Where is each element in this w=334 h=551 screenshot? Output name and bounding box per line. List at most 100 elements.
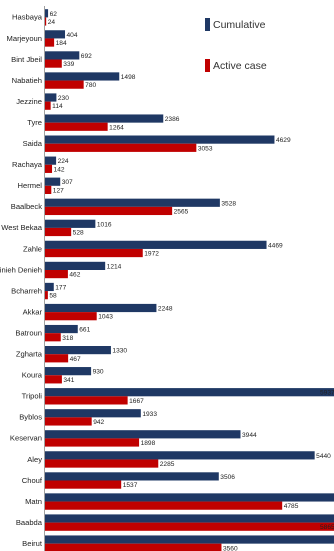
value-label-active-case-baalbeck: 2565 bbox=[174, 208, 189, 215]
bar-active-case-minieh-denieh bbox=[45, 270, 68, 279]
category-label-aley: Aley bbox=[27, 455, 42, 464]
bar-cumulative-hasbaya bbox=[45, 9, 49, 18]
bars-layer bbox=[45, 9, 334, 551]
value-label-active-case-saida: 3053 bbox=[198, 145, 213, 152]
value-label-active-case-beirut: 3560 bbox=[223, 545, 238, 551]
value-label-cumulative-baalbeck: 3528 bbox=[221, 200, 236, 207]
value-label-active-case-nabatieh: 780 bbox=[85, 82, 96, 89]
value-label-active-case-byblos: 942 bbox=[93, 419, 104, 426]
bar-active-case-batroun bbox=[45, 333, 61, 342]
value-label-cumulative-chouf: 3506 bbox=[220, 474, 235, 481]
bar-cumulative-zahle bbox=[45, 240, 267, 249]
value-label-active-case-baabda: 5865 bbox=[320, 524, 334, 531]
value-label-cumulative-rachaya: 224 bbox=[58, 158, 69, 165]
value-label-cumulative-akkar: 2248 bbox=[158, 306, 173, 313]
bar-active-case-koura bbox=[45, 375, 62, 384]
bar-cumulative-zgharta bbox=[45, 346, 111, 355]
value-label-cumulative-aley: 5440 bbox=[316, 453, 331, 460]
bar-cumulative-minieh-denieh bbox=[45, 261, 106, 270]
value-label-active-case-tyre: 1264 bbox=[109, 124, 124, 131]
value-label-active-case-keservan: 1898 bbox=[141, 440, 156, 447]
bar-cumulative-marjeyoun bbox=[45, 30, 66, 39]
bar-cumulative-tripoli bbox=[45, 388, 334, 397]
bar-active-case-byblos bbox=[45, 417, 92, 426]
category-label-akkar: Akkar bbox=[23, 307, 43, 316]
category-label-baalbeck: Baalbeck bbox=[11, 202, 42, 211]
bar-cumulative-baabda bbox=[45, 514, 334, 523]
bar-active-case-keservan bbox=[45, 438, 140, 447]
value-label-cumulative-tyre: 2386 bbox=[165, 116, 180, 123]
bar-cumulative-tyre bbox=[45, 114, 164, 123]
category-label-byblos: Byblos bbox=[19, 413, 42, 422]
value-label-active-case-west-bekaa: 528 bbox=[73, 230, 84, 237]
category-label-hasbaya: Hasbaya bbox=[12, 13, 43, 22]
category-label-west-bekaa: West Bekaa bbox=[1, 223, 43, 232]
value-label-cumulative-hasbaya: 62 bbox=[50, 11, 58, 18]
legend-label-cumulative: Cumulative bbox=[213, 19, 266, 31]
bar-active-case-matn bbox=[45, 501, 283, 510]
value-label-active-case-marjeyoun: 184 bbox=[56, 40, 67, 47]
category-label-beirut: Beirut bbox=[22, 539, 43, 548]
bar-cumulative-byblos bbox=[45, 409, 141, 418]
category-label-keservan: Keservan bbox=[10, 434, 42, 443]
bar-active-case-beirut bbox=[45, 543, 222, 551]
category-label-bcharreh: Bcharreh bbox=[11, 286, 42, 295]
bar-cumulative-aley bbox=[45, 451, 315, 460]
value-label-cumulative-hermel: 307 bbox=[62, 179, 73, 186]
value-label-active-case-rachaya: 142 bbox=[54, 166, 65, 173]
value-label-cumulative-marjeyoun: 404 bbox=[67, 32, 78, 39]
category-label-baabda: Baabda bbox=[16, 518, 43, 527]
bar-cumulative-west-bekaa bbox=[45, 219, 96, 228]
bar-cumulative-bcharreh bbox=[45, 282, 54, 292]
value-label-cumulative-bint-jbeil: 692 bbox=[81, 53, 92, 60]
value-label-cumulative-nabatieh: 1498 bbox=[121, 74, 136, 81]
value-label-cumulative-batroun: 661 bbox=[79, 327, 90, 334]
category-label-koura: Koura bbox=[22, 371, 43, 380]
bar-cumulative-saida bbox=[45, 135, 275, 144]
bar-active-case-tyre bbox=[45, 122, 108, 131]
bar-cumulative-jezzine bbox=[45, 93, 57, 102]
category-label-zgharta: Zgharta bbox=[16, 350, 43, 359]
bar-active-case-chouf bbox=[45, 480, 122, 489]
legend-label-active-case: Active case bbox=[213, 60, 267, 72]
value-label-cumulative-jezzine: 230 bbox=[58, 95, 69, 102]
value-label-cumulative-tripoli: 5937 bbox=[320, 390, 334, 397]
value-label-cumulative-byblos: 1933 bbox=[142, 411, 157, 418]
bar-active-case-zgharta bbox=[45, 354, 69, 363]
value-label-active-case-batroun: 318 bbox=[62, 335, 73, 342]
category-label-chouf: Chouf bbox=[22, 476, 43, 485]
value-label-active-case-minieh-denieh: 462 bbox=[69, 272, 80, 279]
legend-swatch-active-case bbox=[205, 59, 210, 72]
bar-cumulative-batroun bbox=[45, 324, 78, 334]
value-label-active-case-koura: 341 bbox=[63, 377, 74, 384]
bar-active-case-west-bekaa bbox=[45, 227, 72, 237]
bar-cumulative-matn bbox=[45, 493, 334, 502]
bar-active-case-baalbeck bbox=[45, 206, 173, 216]
value-label-active-case-zahle: 1972 bbox=[144, 251, 159, 258]
category-label-matn: Matn bbox=[25, 497, 42, 506]
bar-active-case-nabatieh bbox=[45, 80, 84, 89]
category-label-saida: Saida bbox=[23, 139, 43, 148]
category-label-tyre: Tyre bbox=[27, 118, 42, 127]
bar-cumulative-bint-jbeil bbox=[45, 51, 80, 60]
bar-active-case-saida bbox=[45, 143, 197, 152]
legend-swatch-cumulative bbox=[205, 18, 210, 31]
bar-active-case-tripoli bbox=[45, 396, 128, 405]
category-label-bint-jbeil: Bint Jbeil bbox=[11, 55, 42, 64]
bar-active-case-bcharreh bbox=[45, 291, 48, 300]
value-label-cumulative-saida: 4629 bbox=[276, 137, 291, 144]
value-label-active-case-aley: 2285 bbox=[160, 461, 175, 468]
bar-cumulative-keservan bbox=[45, 430, 241, 439]
bar-active-case-jezzine bbox=[45, 101, 51, 110]
bar-cumulative-hermel bbox=[45, 177, 61, 186]
value-label-active-case-hasbaya: 24 bbox=[48, 19, 56, 26]
bar-cumulative-nabatieh bbox=[45, 72, 120, 81]
value-label-cumulative-koura: 930 bbox=[93, 369, 104, 376]
value-label-active-case-bcharreh: 58 bbox=[49, 293, 57, 300]
value-label-cumulative-west-bekaa: 1016 bbox=[97, 221, 112, 228]
bar-active-case-hermel bbox=[45, 185, 52, 194]
bar-active-case-bint-jbeil bbox=[45, 59, 62, 68]
category-label-batroun: Batroun bbox=[15, 328, 42, 337]
bar-cumulative-chouf bbox=[45, 472, 219, 481]
